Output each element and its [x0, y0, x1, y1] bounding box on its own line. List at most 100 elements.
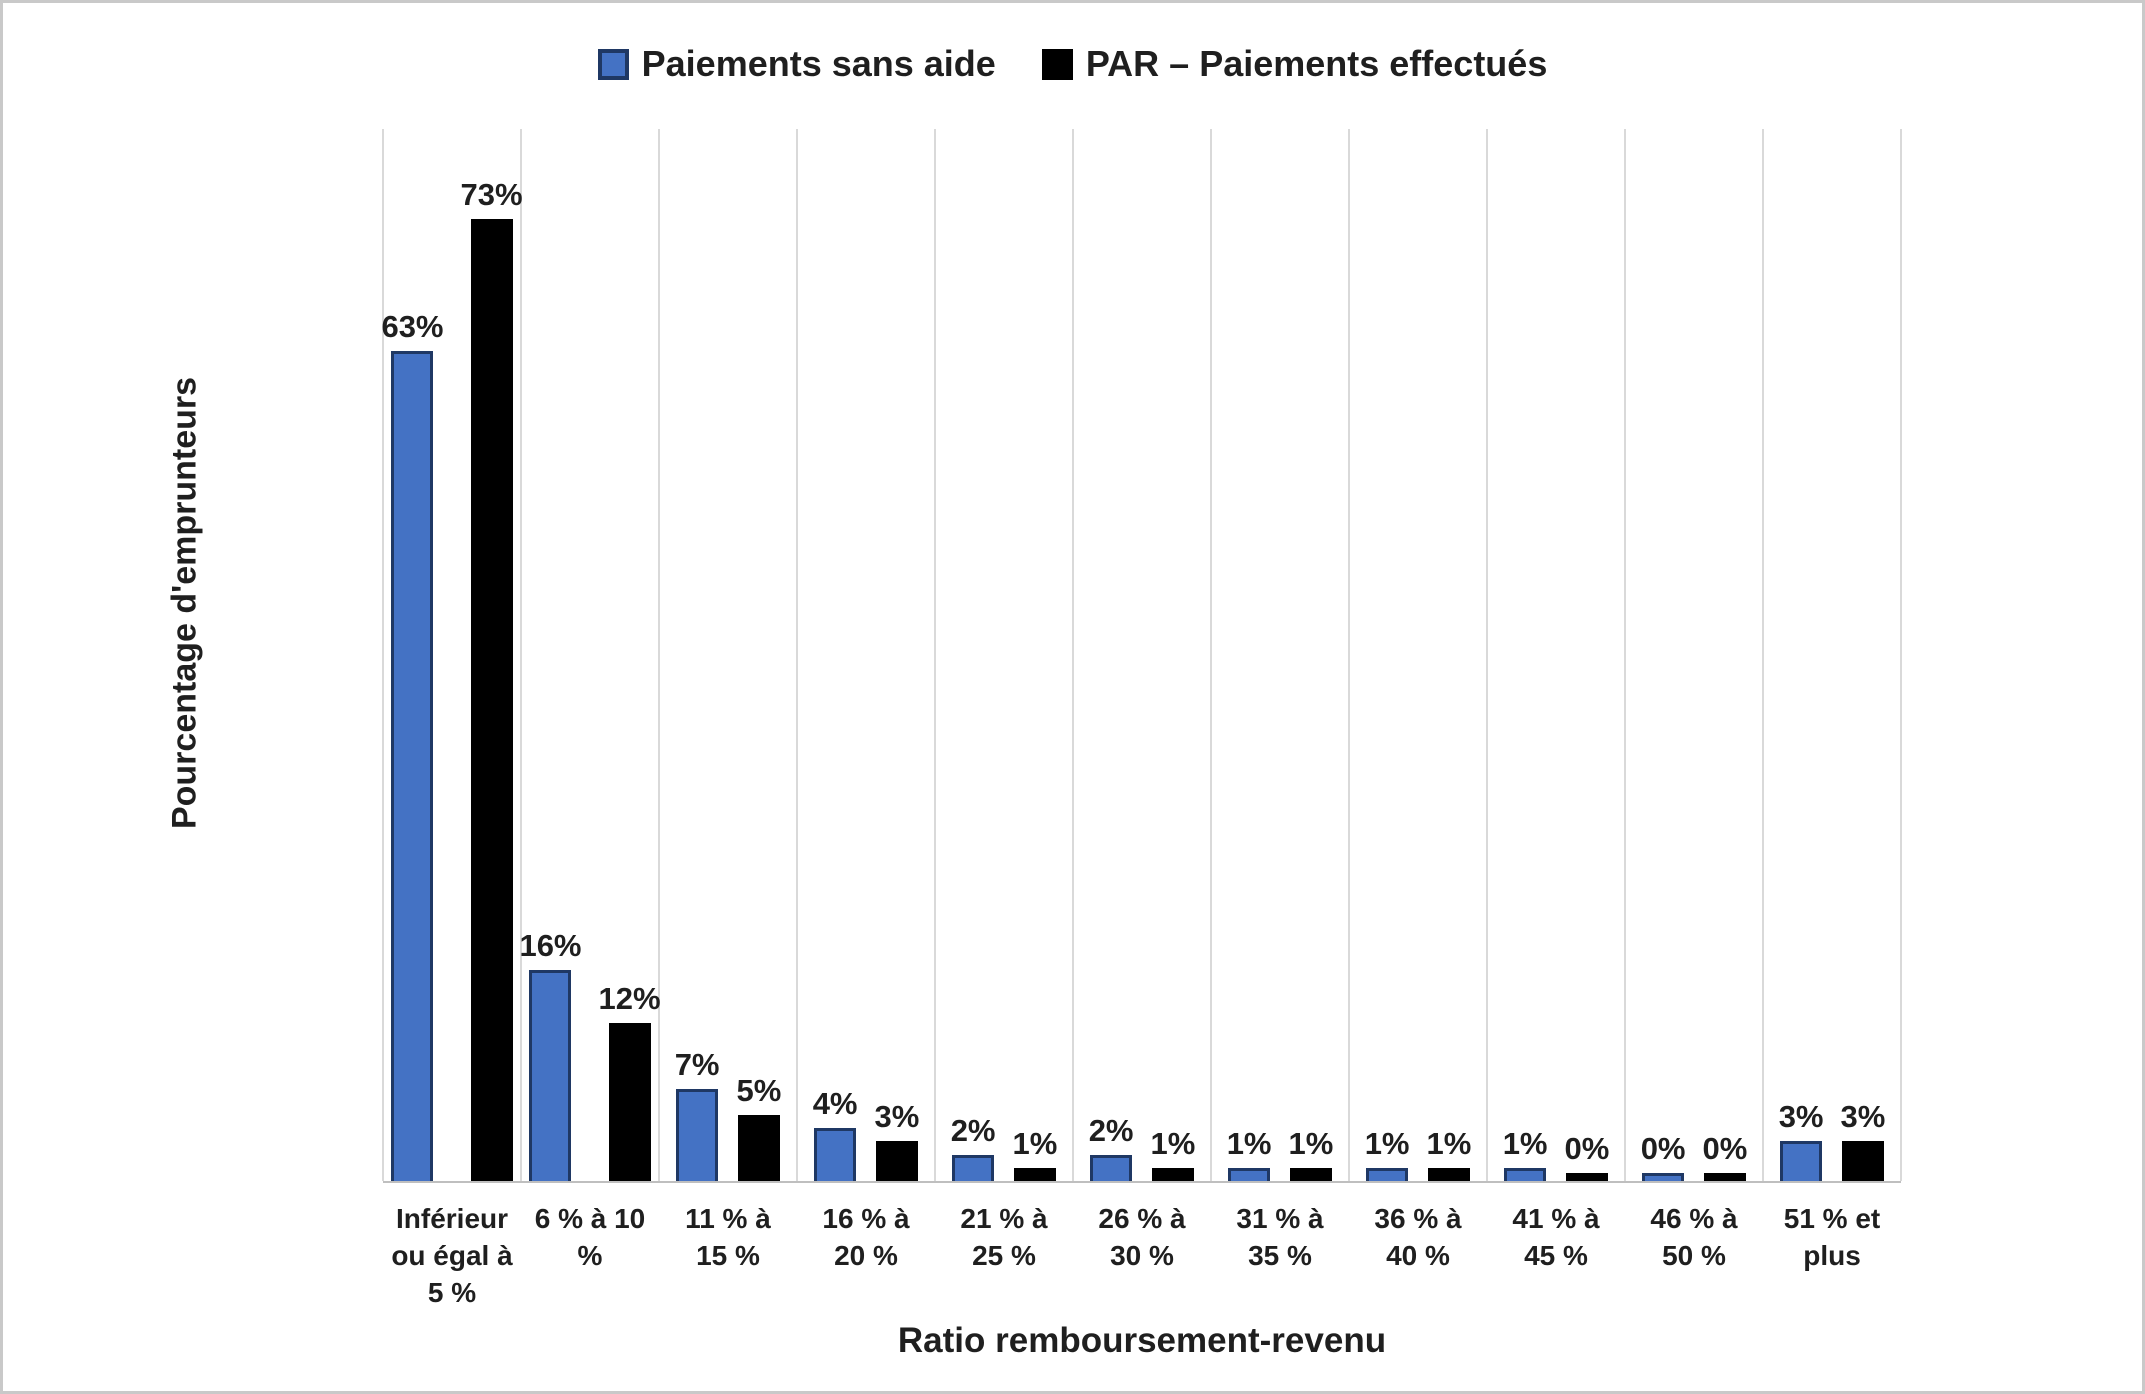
bar-group: 3% — [1778, 1098, 1824, 1181]
plot-area: 63% 73% 16% 12% 7% 5% 4% 3% 2% 1% 2% 1% 1% 1% 1% 1% 1% 0%… — [381, 129, 1902, 1183]
category-slot: 3% 3% — [1763, 129, 1901, 1181]
legend-item-par-paiements-effectues: PAR – Paiements effectués — [1041, 43, 1548, 85]
bar-value-label: 4% — [812, 1085, 858, 1121]
bar-group: 2% — [950, 1112, 996, 1181]
y-axis-title: Pourcentage d'emprunteurs — [165, 376, 204, 830]
bar-par-paiements-effectues — [1289, 1168, 1332, 1181]
bar-value-label: 73% — [460, 176, 523, 212]
bar-value-label: 0% — [1702, 1130, 1748, 1166]
legend-swatch-black-icon — [1041, 48, 1073, 80]
category-label: 51 % et plus — [1783, 1203, 1881, 1271]
gridline — [1900, 129, 1902, 1181]
bar-group: 3% — [1841, 1099, 1885, 1181]
bar-paiements-sans-aide — [1366, 1168, 1409, 1181]
bar-group: 1% — [1288, 1125, 1334, 1181]
gridline — [934, 129, 936, 1181]
bar-paiements-sans-aide — [952, 1155, 995, 1181]
bar-par-paiements-effectues — [608, 1023, 651, 1181]
bar-group: 16% — [519, 927, 582, 1181]
category-slot: 63% 73% — [381, 129, 523, 1181]
bar-value-label: 1% — [1012, 1125, 1058, 1161]
bar-paiements-sans-aide — [1090, 1155, 1133, 1181]
legend-label-paiements-sans-aide: Paiements sans aide — [641, 43, 996, 84]
gridline — [1072, 129, 1074, 1181]
bar-group: 1% — [1502, 1125, 1548, 1181]
bar-group: 0% — [1564, 1130, 1610, 1181]
bar-value-label: 12% — [598, 980, 661, 1016]
bar-group: 63% — [381, 308, 444, 1181]
bar-par-paiements-effectues — [1151, 1168, 1194, 1181]
bar-group: 73% — [460, 176, 523, 1181]
legend-label-par-paiements-effectues: PAR – Paiements effectués — [1085, 43, 1548, 84]
bar-par-paiements-effectues — [1841, 1141, 1884, 1181]
bar-paiements-sans-aide — [1504, 1168, 1547, 1181]
category-label: 46 % à 50 % — [1650, 1203, 1738, 1271]
gridline — [1486, 129, 1488, 1181]
bar-value-label: 16% — [519, 927, 582, 963]
bar-group: 1% — [1365, 1126, 1410, 1181]
bar-value-label: 3% — [874, 1098, 920, 1134]
bar-par-paiements-effectues — [1013, 1168, 1056, 1181]
gridline — [796, 129, 798, 1181]
bar-value-label: 1% — [1288, 1125, 1334, 1161]
category-slot: 7% 5% — [659, 129, 797, 1181]
bars-layer: 63% 73% 16% 12% 7% 5% 4% 3% 2% 1% 2% 1% 1% 1% 1% 1% 1% 0%… — [381, 129, 1901, 1181]
category-label: 6 % à 10 % — [534, 1203, 646, 1271]
category-label: 11 % à 15 % — [685, 1203, 771, 1271]
bar-paiements-sans-aide — [1228, 1168, 1271, 1181]
x-axis-title: Ratio remboursement-revenu — [897, 1321, 1387, 1360]
bar-group: 1% — [1151, 1126, 1195, 1181]
bar-par-paiements-effectues — [1565, 1173, 1608, 1181]
category-label: 31 % à 35 % — [1236, 1203, 1324, 1271]
bar-value-label: 1% — [1226, 1125, 1272, 1161]
gridline — [520, 129, 522, 1181]
category-label: 36 % à 40 % — [1374, 1203, 1462, 1271]
bar-value-label: 7% — [674, 1046, 720, 1082]
bar-par-paiements-effectues — [1703, 1173, 1746, 1181]
legend-item-paiements-sans-aide: Paiements sans aide — [597, 43, 996, 85]
gridline — [1348, 129, 1350, 1181]
bar-group: 0% — [1702, 1130, 1748, 1181]
bar-par-paiements-effectues — [1427, 1168, 1470, 1181]
bar-paiements-sans-aide — [676, 1089, 719, 1181]
bar-paiements-sans-aide — [391, 351, 434, 1181]
bar-value-label: 0% — [1640, 1130, 1686, 1166]
gridline — [1210, 129, 1212, 1181]
bar-group: 7% — [674, 1046, 720, 1181]
bar-par-paiements-effectues — [737, 1115, 780, 1181]
category-slot: 2% 1% — [1073, 129, 1211, 1181]
category-label: 26 % à 30 % — [1098, 1203, 1186, 1271]
category-label: Inférieur ou égal à 5 % — [391, 1203, 513, 1308]
bar-value-label: 0% — [1564, 1130, 1610, 1166]
legend: Paiements sans aide PAR – Paiements effe… — [3, 43, 2142, 85]
category-slot: 1% 1% — [1349, 129, 1487, 1181]
gridline — [658, 129, 660, 1181]
category-slot: 1% 1% — [1211, 129, 1349, 1181]
bar-value-label: 5% — [736, 1072, 782, 1108]
bar-group: 1% — [1012, 1125, 1058, 1181]
bar-value-label: 3% — [1778, 1098, 1824, 1134]
bar-group: 4% — [812, 1085, 858, 1181]
category-slot: 4% 3% — [797, 129, 935, 1181]
bar-value-label: 2% — [950, 1112, 996, 1148]
gridline — [1624, 129, 1626, 1181]
bar-paiements-sans-aide — [529, 970, 572, 1181]
legend-swatch-blue-icon — [597, 48, 629, 80]
bar-value-label: 1% — [1502, 1125, 1548, 1161]
bar-value-label: 63% — [381, 308, 444, 344]
bar-paiements-sans-aide — [1642, 1173, 1685, 1181]
category-label: 16 % à 20 % — [822, 1203, 910, 1271]
bar-group: 3% — [874, 1098, 920, 1181]
bar-value-label: 1% — [1426, 1125, 1472, 1161]
category-label: 21 % à 25 % — [960, 1203, 1048, 1271]
category-slot: 2% 1% — [935, 129, 1073, 1181]
category-label: 41 % à 45 % — [1512, 1203, 1600, 1271]
bar-value-label: 2% — [1088, 1112, 1134, 1148]
bar-group: 1% — [1226, 1125, 1272, 1181]
bar-group: 0% — [1640, 1130, 1686, 1181]
gridline — [382, 129, 384, 1181]
bar-group: 1% — [1426, 1125, 1472, 1181]
bar-paiements-sans-aide — [1780, 1141, 1823, 1181]
bar-par-paiements-effectues — [470, 219, 513, 1181]
category-slot: 1% 0% — [1487, 129, 1625, 1181]
